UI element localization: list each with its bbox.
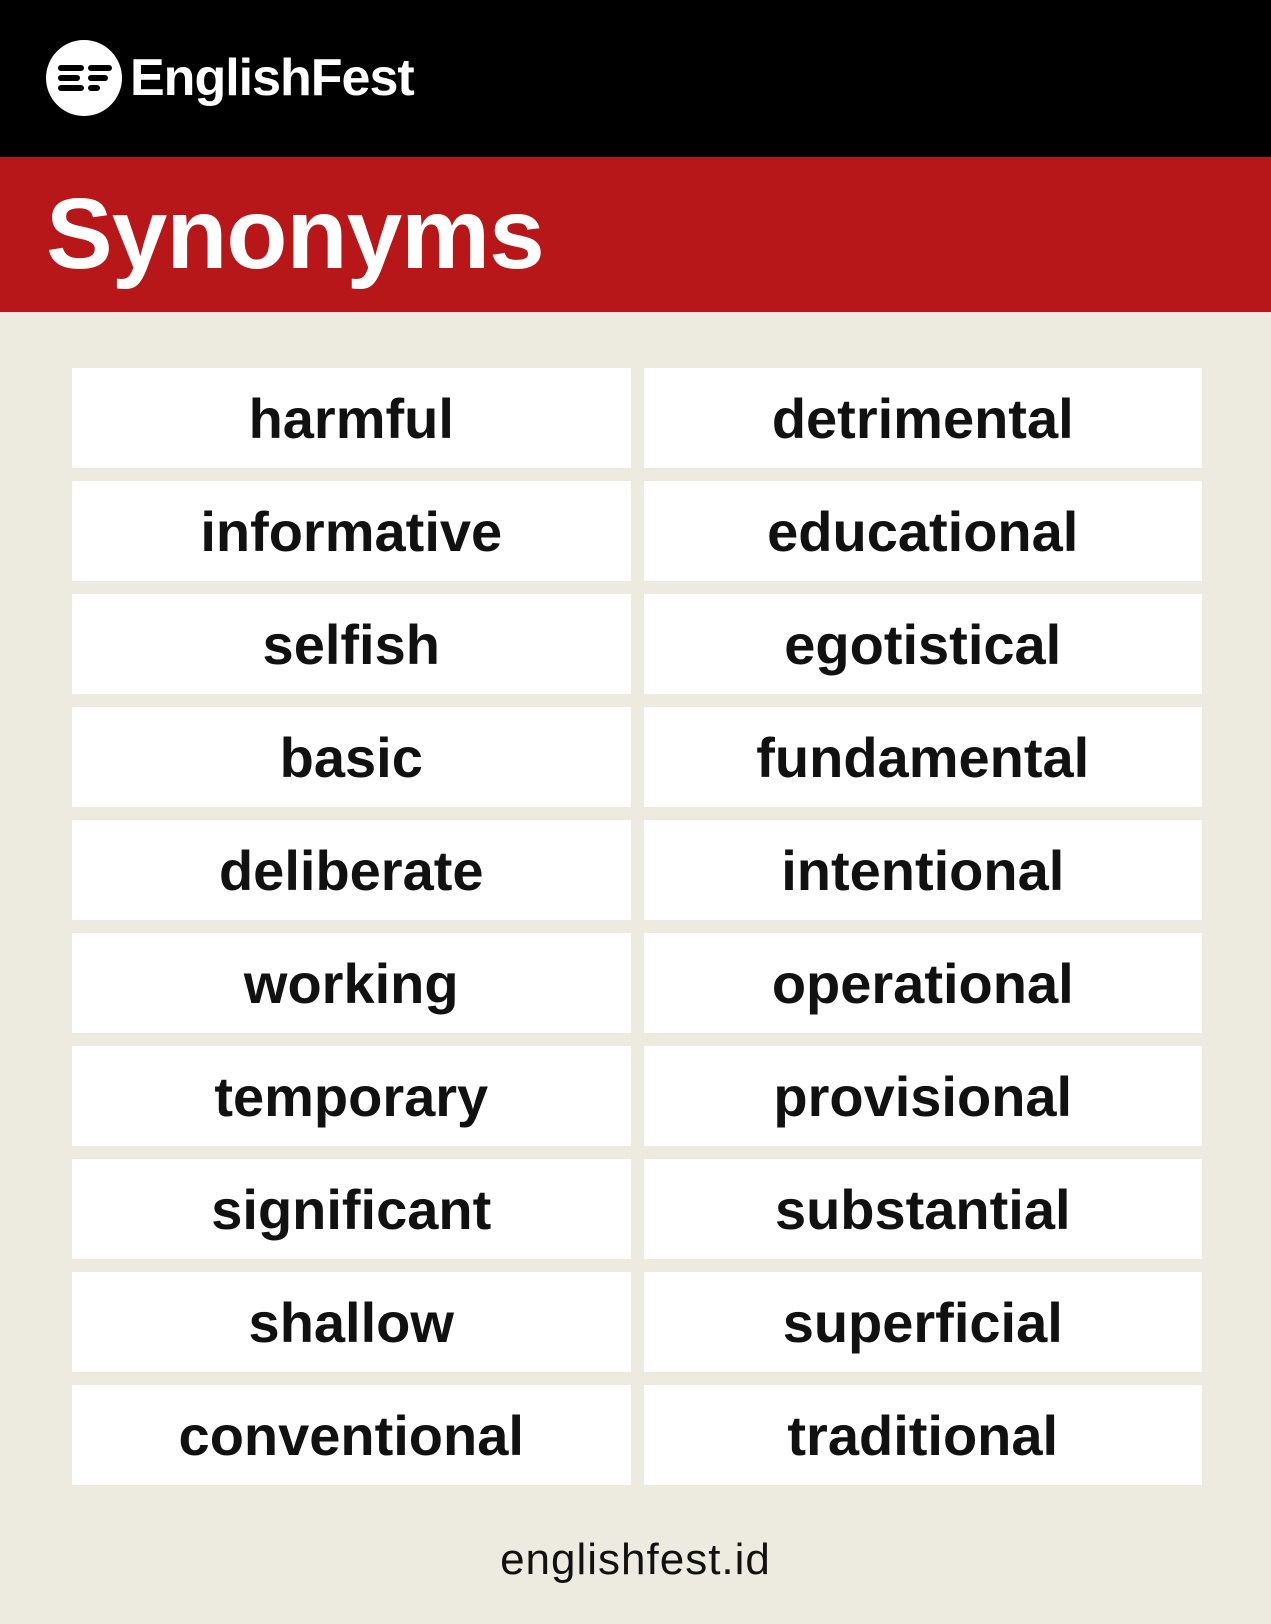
word-cell: basic: [72, 707, 631, 807]
word-cell: selfish: [72, 594, 631, 694]
synonyms-table: harmful detrimental informative educatio…: [72, 368, 1202, 1498]
table-row: harmful detrimental: [72, 368, 1202, 468]
synonym-cell: detrimental: [643, 368, 1202, 468]
title-band: Synonyms: [0, 157, 1271, 312]
brand-logo: EnglishFest: [46, 40, 415, 116]
synonym-cell: traditional: [643, 1385, 1202, 1485]
synonym-cell: operational: [643, 933, 1202, 1033]
table-row: conventional traditional: [72, 1385, 1202, 1485]
table-row: temporary provisional: [72, 1046, 1202, 1146]
synonym-cell: provisional: [643, 1046, 1202, 1146]
table-row: selfish egotistical: [72, 594, 1202, 694]
word-cell: working: [72, 933, 631, 1033]
table-row: deliberate intentional: [72, 820, 1202, 920]
page-title: Synonyms: [46, 178, 545, 290]
word-cell: harmful: [72, 368, 631, 468]
word-cell: conventional: [72, 1385, 631, 1485]
word-cell: significant: [72, 1159, 631, 1259]
synonym-cell: fundamental: [643, 707, 1202, 807]
synonym-cell: educational: [643, 481, 1202, 581]
table-row: shallow superficial: [72, 1272, 1202, 1372]
table-row: basic fundamental: [72, 707, 1202, 807]
word-cell: shallow: [72, 1272, 631, 1372]
word-cell: temporary: [72, 1046, 631, 1146]
table-row: working operational: [72, 933, 1202, 1033]
word-cell: deliberate: [72, 820, 631, 920]
table-row: informative educational: [72, 481, 1202, 581]
synonym-cell: intentional: [643, 820, 1202, 920]
synonym-cell: egotistical: [643, 594, 1202, 694]
brand-name: EnglishFest: [130, 49, 415, 107]
synonym-cell: substantial: [643, 1159, 1202, 1259]
englishfest-logo-icon: [46, 40, 122, 116]
header-bar: EnglishFest: [0, 0, 1271, 157]
table-row: significant substantial: [72, 1159, 1202, 1259]
word-cell: informative: [72, 481, 631, 581]
website-url: englishfest.id: [500, 1535, 771, 1584]
synonym-cell: superficial: [643, 1272, 1202, 1372]
